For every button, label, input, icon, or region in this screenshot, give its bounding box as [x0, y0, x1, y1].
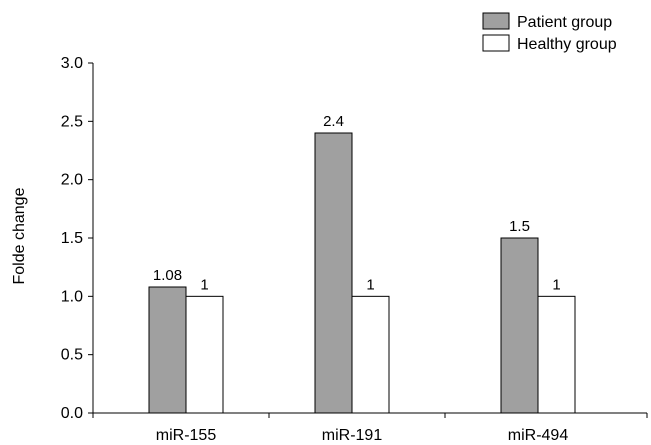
x-tick-label: miR-191 [322, 427, 383, 444]
data-label: 1.5 [509, 218, 530, 235]
data-label: 1 [200, 276, 208, 293]
legend-label: Patient group [517, 14, 612, 31]
data-label: 1 [366, 276, 374, 293]
bar-patient-mir-494 [500, 237, 539, 414]
y-tick-label: 2.5 [61, 113, 83, 130]
bar-healthy-mir-494 [537, 295, 576, 414]
y-tick-label: 3.0 [61, 55, 83, 72]
y-tick-label: 1.0 [61, 288, 83, 305]
bar-patient-mir-155 [148, 286, 187, 414]
data-label: 1 [552, 276, 560, 293]
y-tick-label: 0.5 [61, 347, 83, 364]
legend-label: Healthy group [517, 36, 617, 53]
y-axis-title: Folde change [11, 187, 28, 284]
bar-patient-mir-191 [314, 132, 353, 414]
x-axis: miR-155 miR-191 miR-494 [92, 412, 648, 444]
y-tick-label: 1.5 [61, 230, 83, 247]
legend: Patient group Healthy group [482, 12, 617, 53]
x-tick-label: miR-494 [508, 427, 569, 444]
bar-healthy-mir-191 [351, 295, 390, 414]
data-labels-group: 1.08 2.4 1.5 1 1 1 [153, 113, 561, 293]
data-label: 2.4 [323, 113, 344, 130]
data-label: 1.08 [153, 267, 182, 284]
legend-swatch [482, 12, 510, 30]
y-axis: 0.0 0.5 1.0 1.5 2.0 2.5 3.0 [61, 55, 94, 422]
legend-swatch [482, 34, 510, 52]
y-tick-label: 0.0 [61, 405, 83, 422]
y-tick-label: 2.0 [61, 172, 83, 189]
bars-group [148, 132, 576, 414]
x-tick-label: miR-155 [156, 427, 217, 444]
bar-healthy-mir-155 [185, 295, 224, 414]
